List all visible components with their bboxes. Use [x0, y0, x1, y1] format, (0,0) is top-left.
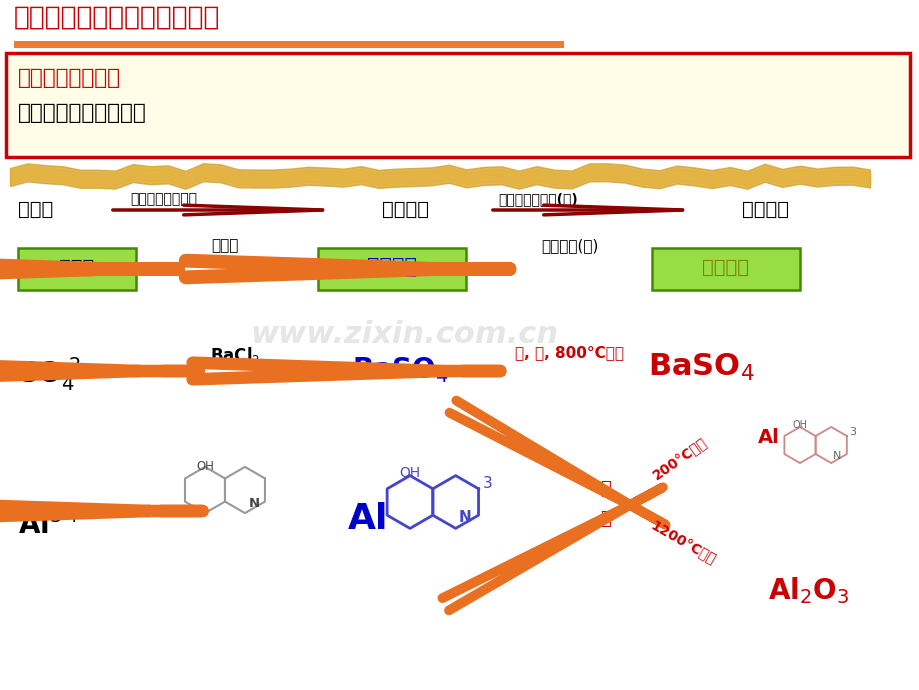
Text: SO$_4^{\ 2-}$: SO$_4^{\ 2-}$: [18, 355, 100, 393]
Text: 称量形式: 称量形式: [702, 257, 749, 277]
Text: N: N: [248, 497, 259, 511]
Text: Al$^{3+}$: Al$^{3+}$: [18, 510, 82, 540]
Text: 陈化、滤洗、烘(烧): 陈化、滤洗、烘(烧): [497, 192, 577, 206]
FancyBboxPatch shape: [14, 41, 563, 48]
Text: 沉淀形式: 沉淀形式: [367, 257, 416, 277]
Text: 滤洗、烘(烧): 滤洗、烘(烧): [540, 238, 598, 253]
Text: 被测物: 被测物: [60, 257, 95, 277]
Text: Al$_2$O$_3$: Al$_2$O$_3$: [767, 575, 848, 606]
Text: www.zixin.com.cn: www.zixin.com.cn: [250, 320, 558, 349]
Text: 滤: 滤: [599, 480, 610, 498]
Text: Al: Al: [757, 428, 779, 447]
Text: N: N: [833, 451, 841, 461]
FancyBboxPatch shape: [6, 53, 909, 157]
Text: 3: 3: [482, 476, 492, 491]
Text: BaSO$_4$: BaSO$_4$: [647, 352, 754, 383]
Text: 沉淀重量分析法：: 沉淀重量分析法：: [18, 68, 121, 88]
FancyBboxPatch shape: [652, 248, 800, 290]
Text: OH: OH: [791, 420, 807, 430]
Text: 沉淀重量法的分析过程和要求: 沉淀重量法的分析过程和要求: [14, 5, 221, 31]
Text: 沉淀形式: 沉淀形式: [381, 200, 428, 219]
Text: BaCl$_2$: BaCl$_2$: [210, 345, 260, 366]
Text: 200°C烘干: 200°C烘干: [650, 434, 709, 482]
Text: Al: Al: [347, 502, 388, 536]
Text: OH: OH: [399, 466, 420, 480]
Text: 称量形式: 称量形式: [742, 200, 789, 219]
FancyBboxPatch shape: [18, 248, 136, 290]
Text: OH: OH: [196, 460, 214, 473]
Text: 液中分离出来，转化为: 液中分离出来，转化为: [18, 103, 147, 123]
Text: 3: 3: [848, 427, 856, 437]
Text: BaSO$_4$: BaSO$_4$: [352, 355, 448, 385]
Text: 沉淀剂: 沉淀剂: [211, 238, 238, 253]
Text: N: N: [458, 511, 471, 525]
Text: 被测物: 被测物: [18, 200, 53, 219]
Text: 1200°C灼烧: 1200°C灼烧: [647, 518, 717, 566]
Text: 溶解、加入沉淀剂: 溶解、加入沉淀剂: [130, 192, 197, 206]
Text: 滤, 洗, 800°C灼烧: 滤, 洗, 800°C灼烧: [515, 345, 624, 360]
Text: 洗: 洗: [599, 510, 610, 528]
FancyBboxPatch shape: [318, 248, 466, 290]
